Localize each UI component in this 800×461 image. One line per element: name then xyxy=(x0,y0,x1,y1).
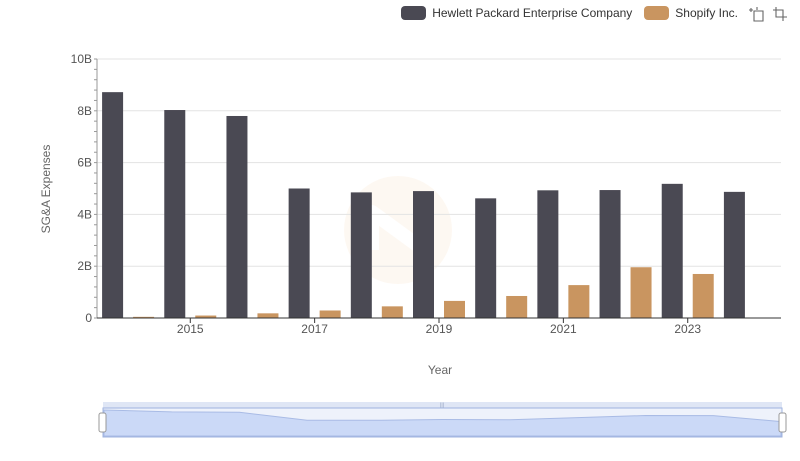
bar-hpe[interactable] xyxy=(723,191,745,318)
bar-hpe[interactable] xyxy=(226,115,248,318)
bar-hpe[interactable] xyxy=(164,110,186,318)
bar-shopify[interactable] xyxy=(381,306,403,318)
legend-item-hpe[interactable]: Hewlett Packard Enterprise Company xyxy=(401,6,632,20)
x-tick-label: 2017 xyxy=(301,322,328,336)
bar-hpe[interactable] xyxy=(288,188,310,319)
x-axis-title: Year xyxy=(428,363,452,377)
legend-swatch-hpe xyxy=(401,6,427,20)
bar-shopify[interactable] xyxy=(506,295,528,318)
legend-item-shopify[interactable]: Shopify Inc. xyxy=(644,6,738,20)
bar-shopify[interactable] xyxy=(444,300,465,318)
bar-hpe[interactable] xyxy=(537,190,559,318)
chart-legend: Hewlett Packard Enterprise Company Shopi… xyxy=(401,4,738,22)
legend-label-hpe: Hewlett Packard Enterprise Company xyxy=(432,6,633,20)
bar-shopify[interactable] xyxy=(319,310,341,318)
y-axis-title: SG&A Expenses xyxy=(39,145,53,234)
bar-shopify[interactable] xyxy=(133,316,155,318)
bar-hpe[interactable] xyxy=(102,92,124,318)
bar-shopify[interactable] xyxy=(257,313,279,318)
bar-hpe[interactable] xyxy=(475,198,497,318)
legend-label-shopify: Shopify Inc. xyxy=(675,6,738,20)
bar-shopify[interactable] xyxy=(568,285,590,318)
slider-selection[interactable] xyxy=(102,407,783,438)
legend-swatch-shopify xyxy=(644,6,670,20)
slider-preview-area xyxy=(103,409,782,437)
slider-handle-right[interactable] xyxy=(778,412,787,433)
bar-shopify[interactable] xyxy=(692,273,714,318)
y-tick-label: 4B xyxy=(77,207,92,221)
bar-shopify[interactable] xyxy=(630,267,652,318)
bar-hpe[interactable] xyxy=(661,183,683,318)
bar-hpe[interactable] xyxy=(413,191,434,318)
zoom-select-icon[interactable] xyxy=(748,6,764,22)
x-tick-label: 2021 xyxy=(550,322,577,336)
x-tick-label: 2019 xyxy=(426,322,453,336)
x-tick-label: 2015 xyxy=(177,322,204,336)
y-tick-label: 10B xyxy=(71,52,92,66)
y-tick-label: 6B xyxy=(77,156,92,170)
slider-handle-left[interactable] xyxy=(98,412,107,433)
axes: 0 2B 4B 6B 8B 10B 2015 2017 2019 2021 2023 xyxy=(71,52,781,336)
bar-hpe[interactable] xyxy=(599,190,621,318)
y-tick-label: 8B xyxy=(77,104,92,118)
zoom-reset-icon[interactable] xyxy=(772,6,788,22)
slider-grip[interactable]: ||| xyxy=(440,403,445,409)
slider-top-bar[interactable] xyxy=(103,402,782,408)
bar-shopify[interactable] xyxy=(195,315,217,318)
y-tick-label: 0 xyxy=(85,311,92,325)
x-tick-label: 2023 xyxy=(674,322,701,336)
bar-hpe[interactable] xyxy=(350,192,372,318)
data-zoom-slider[interactable]: ||| xyxy=(98,402,787,438)
y-tick-label: 2B xyxy=(77,259,92,273)
bars xyxy=(102,92,745,318)
